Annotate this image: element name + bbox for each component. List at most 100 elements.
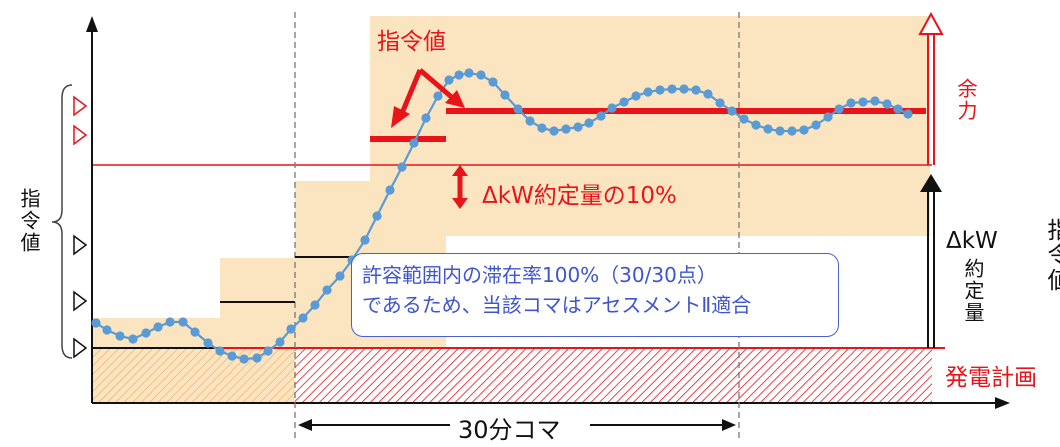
command-value-pointer	[391, 68, 465, 128]
wave-point	[275, 337, 285, 347]
wave-point	[596, 111, 606, 121]
wave-point	[525, 116, 535, 126]
wave-point	[631, 91, 641, 101]
wave-point	[298, 313, 308, 323]
generation-plan-label: 発電計画	[945, 365, 1037, 391]
left-brace	[51, 84, 73, 359]
wave-point	[679, 84, 689, 94]
wave-point	[667, 84, 677, 94]
plan-area-left	[92, 348, 295, 403]
wave-point	[454, 70, 464, 80]
callout-box: 許容範囲内の滞在率100%（30/30点） であるため、当該コマはアセスメントⅡ…	[351, 253, 839, 337]
wave-point	[691, 85, 701, 95]
wave-point	[239, 354, 249, 364]
wave-point	[372, 211, 382, 221]
marker-red-2	[73, 124, 88, 146]
wave-point	[655, 85, 665, 95]
output-wave-points	[91, 68, 913, 364]
wave-point	[751, 120, 761, 130]
left-axis-label: 指令値	[17, 188, 41, 254]
wave-point	[263, 346, 273, 356]
wave-point	[584, 118, 594, 128]
wave-point	[787, 126, 797, 136]
ten-percent-arrow	[452, 165, 468, 209]
wave-point	[799, 125, 809, 135]
contract-amount-label: 約定量	[961, 258, 985, 324]
marker-black-2	[73, 290, 88, 312]
wave-point	[141, 328, 151, 338]
plan-area-hatch	[295, 348, 932, 403]
marker-black-3	[73, 337, 88, 359]
wave-point	[561, 124, 571, 134]
wave-point	[727, 106, 737, 116]
marker-red-1	[73, 95, 88, 117]
wave-point	[322, 285, 332, 295]
wave-point	[252, 353, 262, 363]
delta-kw-10pct-label: ΔkW約定量の10%	[482, 183, 677, 209]
wave-point	[385, 185, 395, 195]
wave-point	[619, 97, 629, 107]
wave-point	[153, 322, 163, 332]
wave-point	[763, 124, 773, 134]
left-markers	[73, 95, 88, 359]
wave-point	[409, 138, 419, 148]
wave-point	[178, 317, 188, 327]
x-axis-arrowhead	[995, 397, 1010, 409]
wave-point	[165, 317, 175, 327]
wave-point	[811, 120, 821, 130]
right-partial-label: 指令値	[1043, 218, 1060, 293]
marker-black-1	[73, 234, 88, 256]
wave-point	[310, 300, 320, 310]
wave-point	[397, 162, 407, 172]
wave-point	[286, 324, 296, 334]
wave-point	[903, 109, 913, 119]
wave-point	[573, 122, 583, 132]
wave-point	[715, 98, 725, 108]
y-axis-arrowhead	[86, 16, 98, 32]
wave-point	[858, 97, 868, 107]
wave-point	[433, 91, 443, 101]
wave-point	[739, 114, 749, 124]
wave-point	[102, 325, 112, 335]
wave-point	[190, 327, 200, 337]
wave-point	[488, 77, 498, 87]
callout-line-2: であるため、当該コマはアセスメントⅡ適合	[362, 293, 752, 317]
wave-point	[823, 112, 833, 122]
delta-kw-label: ΔkW	[946, 228, 998, 254]
wave-point	[421, 113, 431, 123]
wave-point	[549, 126, 559, 136]
wave-point	[882, 99, 892, 109]
wave-point	[464, 68, 474, 78]
wave-point	[513, 104, 523, 114]
wave-point	[643, 87, 653, 97]
wave-point	[203, 338, 213, 348]
koma-span-arrow	[298, 419, 736, 431]
margin-label: 余力	[954, 78, 978, 122]
wave-point	[115, 331, 125, 341]
command-value-label: 指令値	[377, 29, 446, 55]
wave-point	[537, 123, 547, 133]
wave-point	[444, 75, 454, 85]
wave-point	[335, 271, 345, 281]
callout-line-1: 許容範囲内の滞在率100%（30/30点）	[362, 263, 717, 287]
wave-point	[215, 346, 225, 356]
wave-point	[703, 89, 713, 99]
wave-point	[360, 235, 370, 245]
wave-point	[500, 90, 510, 100]
wave-point	[846, 98, 856, 108]
wave-point	[607, 103, 617, 113]
wave-point	[476, 70, 486, 80]
tolerance-bands	[92, 16, 930, 348]
wave-point	[775, 126, 785, 136]
wave-point	[834, 104, 844, 114]
wave-point	[128, 334, 138, 344]
wave-point	[870, 96, 880, 106]
wave-point	[227, 351, 237, 361]
koma-label: 30分コマ	[458, 416, 561, 444]
margin-arrow	[918, 11, 944, 165]
wave-point	[893, 104, 903, 114]
band-step-5	[446, 16, 930, 236]
delta-kw-arrow	[920, 174, 942, 348]
